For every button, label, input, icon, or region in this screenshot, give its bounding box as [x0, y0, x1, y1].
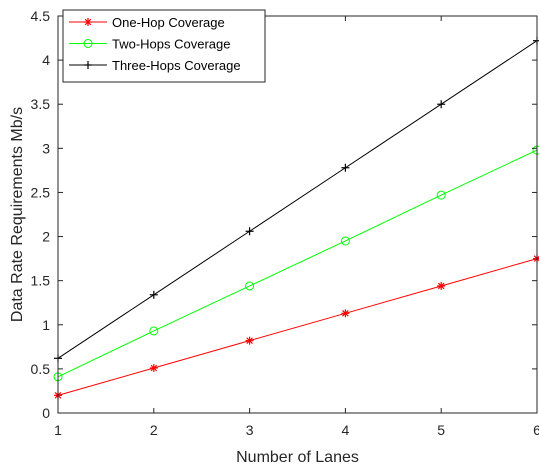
data-point-series-2 — [149, 326, 159, 336]
legend-swatch-marker — [84, 18, 92, 26]
x-tick-label: 2 — [150, 422, 158, 438]
data-point-series-3 — [245, 227, 254, 236]
marker-circle — [245, 281, 255, 291]
x-tick-label: 1 — [54, 422, 62, 438]
y-tick-label: 4.5 — [31, 8, 51, 24]
series-line-1 — [57, 258, 538, 396]
y-tick-label: 1 — [42, 317, 50, 333]
series-line-2 — [57, 149, 538, 378]
y-tick-label: 3.5 — [31, 96, 51, 112]
plot-area-frame — [57, 15, 538, 414]
data-point-series-1 — [245, 336, 254, 345]
data-point-series-3 — [149, 290, 158, 299]
marker-circle — [340, 236, 350, 246]
y-tick-label: 2 — [42, 229, 50, 245]
y-tick-label: 1.5 — [31, 273, 51, 289]
legend-swatch-marker — [83, 39, 93, 48]
marker-asterisk-d2 — [84, 18, 92, 26]
series-line-3 — [57, 40, 538, 359]
x-tick-label: 5 — [437, 422, 445, 438]
x-tick-label: 4 — [342, 422, 350, 438]
data-point-series-1 — [149, 364, 158, 373]
y-tick-label: 0.5 — [31, 361, 51, 377]
y-tick-label: 3 — [42, 140, 50, 156]
data-point-series-2 — [436, 190, 446, 200]
data-point-series-2 — [340, 236, 350, 246]
chart-marks — [53, 36, 539, 400]
legend-entry-label: Three-Hops Coverage — [112, 58, 241, 73]
data-point-series-3 — [437, 100, 446, 109]
y-tick-label: 2.5 — [31, 184, 51, 200]
marker-circle — [149, 326, 159, 336]
legend-entry-label: Two-Hops Coverage — [112, 37, 231, 52]
data-point-series-3 — [533, 36, 539, 45]
x-tick-label: 3 — [246, 422, 254, 438]
data-point-series-1 — [341, 309, 350, 318]
axis-ticks: 1 2 3 4 5 6 0 0.5 1 1.5 2 2.5 3 3.5 4 4.5 — [31, 8, 539, 438]
marker-asterisk-d2 — [437, 282, 445, 290]
legend-entry-label: One-Hop Coverage — [112, 15, 225, 30]
x-tick-label: 6 — [533, 422, 539, 438]
x-axis-label: Number of Lanes — [236, 449, 359, 466]
legend: One-Hop Coverage Two-Hops Coverage Three-H… — [62, 9, 266, 83]
legend-swatch-marker — [84, 61, 92, 69]
marker-circle — [436, 190, 446, 200]
marker-asterisk-d2 — [246, 337, 253, 344]
data-point-series-1 — [437, 281, 446, 290]
data-point-series-2 — [245, 281, 255, 291]
y-axis-label: Data Rate Requirements Mb/s — [9, 107, 26, 322]
marker-asterisk-d2 — [150, 364, 158, 372]
data-point-series-3 — [341, 163, 350, 172]
data-point-series-1 — [533, 254, 539, 263]
marker-asterisk-d2 — [342, 310, 349, 317]
y-tick-label: 0 — [42, 405, 50, 421]
marker-circle — [83, 39, 93, 48]
y-tick-label: 4 — [42, 52, 50, 68]
